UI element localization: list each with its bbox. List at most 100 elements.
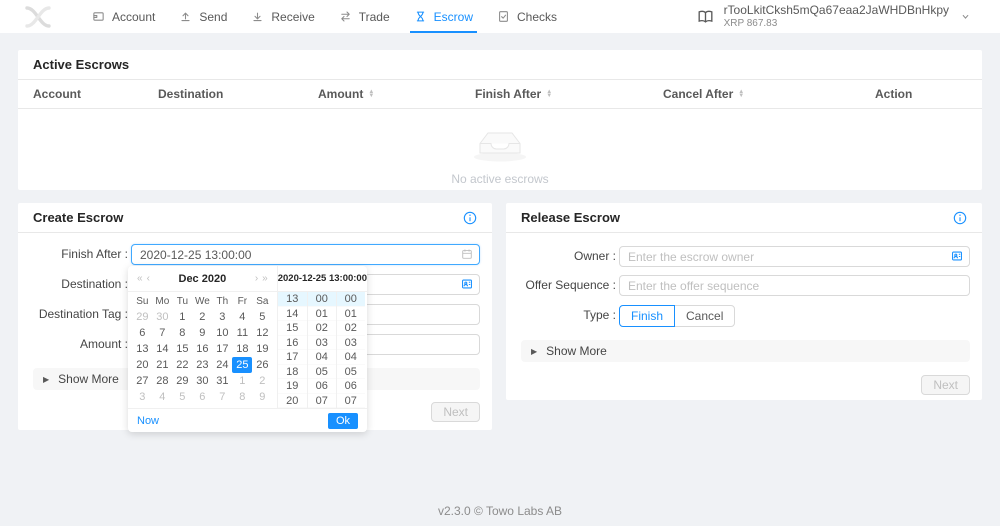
owner-input[interactable] xyxy=(619,246,970,267)
nav-tab-checks[interactable]: Checks xyxy=(485,0,569,33)
time-cell[interactable]: 15 xyxy=(277,321,307,336)
ok-button[interactable]: Ok xyxy=(327,412,358,429)
time-cell[interactable]: 14 xyxy=(277,307,307,321)
time-cell[interactable]: 01 xyxy=(336,307,365,321)
day-cell[interactable]: 5 xyxy=(179,391,186,403)
type-option-cancel[interactable]: Cancel xyxy=(674,305,736,327)
info-circle-icon[interactable] xyxy=(463,211,477,225)
type-option-finish[interactable]: Finish xyxy=(619,305,676,327)
time-cell[interactable]: 18 xyxy=(277,365,307,379)
column-header-finish-after[interactable]: Finish After ▲ ▼ xyxy=(475,87,663,101)
next-month-icon[interactable]: › xyxy=(254,273,259,284)
time-cell[interactable]: 03 xyxy=(307,336,336,350)
nav-tab-send[interactable]: Send xyxy=(167,0,239,33)
create-escrow-header: Create Escrow xyxy=(18,203,492,233)
column-header-amount[interactable]: Amount ▲ ▼ xyxy=(318,87,475,101)
contacts-icon[interactable] xyxy=(951,250,963,262)
day-cell[interactable]: 24 xyxy=(216,359,229,371)
time-cell[interactable]: 00 xyxy=(336,292,365,307)
day-cell[interactable]: 3 xyxy=(219,311,226,323)
prev-month-icon[interactable]: ‹ xyxy=(146,273,150,284)
time-cell[interactable]: 07 xyxy=(336,394,365,408)
day-cell[interactable]: 21 xyxy=(156,359,169,371)
time-cell[interactable]: 19 xyxy=(277,379,307,394)
day-cell[interactable]: 26 xyxy=(256,359,269,371)
time-cell[interactable]: 04 xyxy=(336,350,365,365)
day-cell[interactable]: 17 xyxy=(216,343,229,355)
day-cell[interactable]: 15 xyxy=(176,343,189,355)
time-cell[interactable]: 17 xyxy=(277,350,307,365)
day-cell[interactable]: 28 xyxy=(156,375,169,387)
nav-tab-account[interactable]: Account xyxy=(80,0,167,33)
day-cell[interactable]: 14 xyxy=(156,343,169,355)
sort-icon[interactable]: ▲ ▼ xyxy=(368,89,375,99)
day-cell[interactable]: 1 xyxy=(179,311,186,323)
time-cell[interactable]: 02 xyxy=(336,321,365,336)
day-cell[interactable]: 1 xyxy=(239,375,246,387)
day-cell[interactable]: 29 xyxy=(176,375,189,387)
day-cell[interactable]: 11 xyxy=(236,327,249,339)
month-select[interactable]: Dec xyxy=(178,272,199,285)
time-cell[interactable]: 00 xyxy=(307,292,336,307)
time-cell[interactable]: 02 xyxy=(307,321,336,336)
info-circle-icon[interactable] xyxy=(953,211,967,225)
day-cell[interactable]: 31 xyxy=(216,375,229,387)
offer-sequence-input[interactable] xyxy=(619,275,970,296)
day-cell[interactable]: 25 xyxy=(232,357,253,373)
day-cell[interactable]: 7 xyxy=(159,327,166,339)
day-cell[interactable]: 22 xyxy=(176,359,189,371)
day-cell[interactable]: 29 xyxy=(136,311,149,323)
time-cell[interactable]: 05 xyxy=(307,365,336,379)
day-cell[interactable]: 13 xyxy=(136,343,149,355)
day-cell[interactable]: 23 xyxy=(196,359,209,371)
day-cell[interactable]: 18 xyxy=(236,343,249,355)
release-show-more[interactable]: ▶ Show More xyxy=(521,340,970,362)
sort-icon[interactable]: ▲ ▼ xyxy=(738,89,745,99)
prev-year-icon[interactable]: « xyxy=(137,273,143,284)
day-cell[interactable]: 3 xyxy=(139,391,146,403)
day-cell[interactable]: 30 xyxy=(196,375,209,387)
day-cell[interactable]: 4 xyxy=(159,391,166,403)
wallet-selector[interactable]: rTooLkitCksh5mQa67eaa2JaWHDBnHkpy XRP 86… xyxy=(697,3,970,29)
time-cell[interactable]: 06 xyxy=(336,379,365,394)
column-header-cancel-after[interactable]: Cancel After ▲ ▼ xyxy=(663,87,875,101)
day-cell[interactable]: 19 xyxy=(256,343,269,355)
time-cell[interactable]: 06 xyxy=(307,379,336,394)
day-cell[interactable]: 6 xyxy=(139,327,146,339)
day-cell[interactable]: 30 xyxy=(156,311,169,323)
nav-tab-trade[interactable]: Trade xyxy=(327,0,402,33)
time-cell[interactable]: 01 xyxy=(307,307,336,321)
day-cell[interactable]: 16 xyxy=(196,343,209,355)
sort-icon[interactable]: ▲ ▼ xyxy=(546,89,553,99)
nav-tab-escrow[interactable]: Escrow xyxy=(402,0,485,33)
time-cell[interactable]: 04 xyxy=(307,350,336,365)
day-cell[interactable]: 9 xyxy=(199,327,206,339)
release-next-button[interactable]: Next xyxy=(921,375,970,395)
year-select[interactable]: 2020 xyxy=(201,272,227,285)
time-cell[interactable]: 07 xyxy=(307,394,336,408)
day-cell[interactable]: 27 xyxy=(136,375,149,387)
day-cell[interactable]: 2 xyxy=(199,311,206,323)
day-cell[interactable]: 7 xyxy=(219,391,226,403)
time-cell[interactable]: 03 xyxy=(336,336,365,350)
next-year-icon[interactable]: » xyxy=(262,273,268,284)
day-cell[interactable]: 8 xyxy=(239,391,246,403)
day-cell[interactable]: 9 xyxy=(259,391,266,403)
now-link[interactable]: Now xyxy=(137,414,160,427)
nav-tab-receive[interactable]: Receive xyxy=(239,0,326,33)
time-cell[interactable]: 16 xyxy=(277,336,307,350)
contacts-icon[interactable] xyxy=(461,278,473,290)
create-next-button[interactable]: Next xyxy=(431,402,480,422)
day-cell[interactable]: 2 xyxy=(259,375,266,387)
finish-after-input[interactable] xyxy=(131,244,480,265)
day-cell[interactable]: 4 xyxy=(239,311,246,323)
day-cell[interactable]: 6 xyxy=(199,391,206,403)
day-cell[interactable]: 12 xyxy=(256,327,269,339)
day-cell[interactable]: 5 xyxy=(259,311,266,323)
day-cell[interactable]: 20 xyxy=(136,359,149,371)
time-cell[interactable]: 13 xyxy=(277,292,307,307)
day-cell[interactable]: 10 xyxy=(216,327,229,339)
day-cell[interactable]: 8 xyxy=(179,327,186,339)
time-cell[interactable]: 05 xyxy=(336,365,365,379)
time-cell[interactable]: 20 xyxy=(277,394,307,408)
